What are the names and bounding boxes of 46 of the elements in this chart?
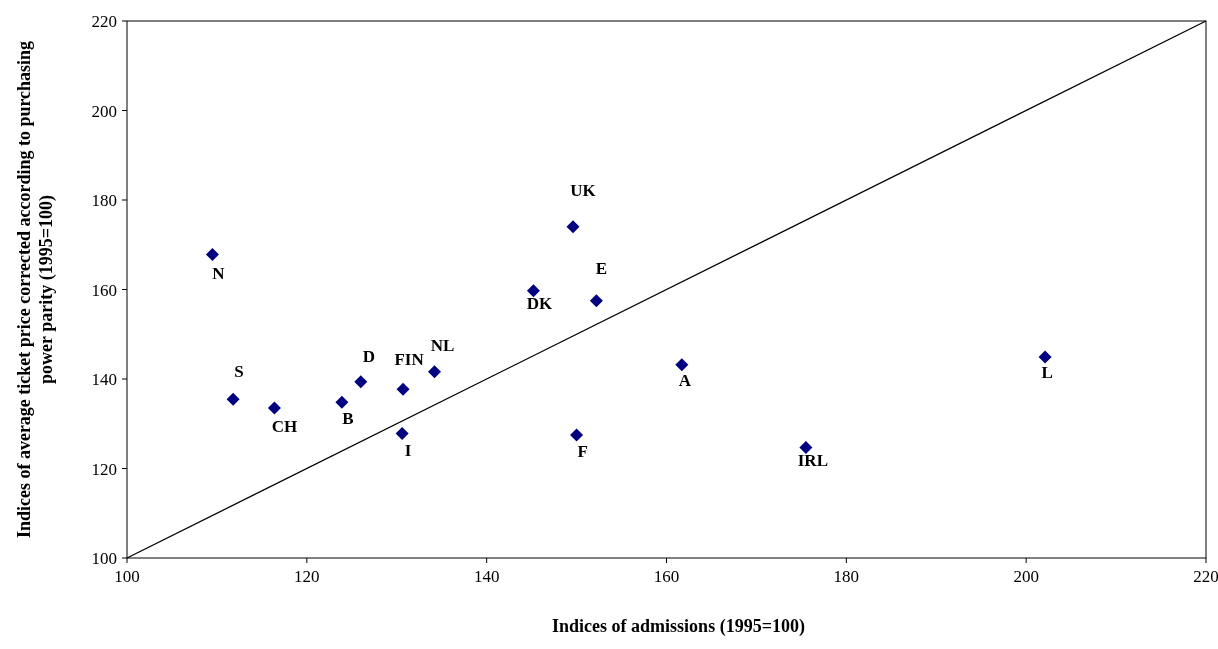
y-tick-label: 160 (91, 280, 117, 300)
point (799, 440, 813, 454)
point (395, 427, 409, 441)
y-tick-label: 220 (91, 12, 117, 31)
x-tick-label: 200 (1013, 567, 1039, 586)
point (526, 284, 540, 298)
annotation: A (678, 370, 692, 390)
annotation: UK (570, 180, 597, 200)
y-tick-label: 120 (91, 459, 117, 479)
y-tick-label: 140 (91, 370, 117, 389)
x-tick-label: 160 (653, 567, 680, 586)
point (354, 375, 368, 389)
point (566, 220, 580, 234)
annotation: I (404, 440, 412, 460)
point (267, 401, 281, 415)
y-axis-title: Indices of average ticket price corrected according to purchasing power parity (1995=100) (14, 40, 57, 539)
point (335, 395, 349, 409)
annotation: F (577, 441, 588, 461)
annotation: S (234, 362, 244, 382)
annotation: E (595, 258, 608, 278)
point (226, 392, 240, 406)
point (589, 294, 603, 308)
y-tick-label: 180 (91, 191, 117, 210)
annotation: D (362, 346, 375, 366)
point (205, 248, 219, 262)
point (396, 382, 410, 396)
x-tick-label: 140 (473, 567, 500, 586)
x-tick-label: 180 (833, 567, 860, 586)
annotation: NL (430, 335, 455, 355)
x-tick-label: 100 (114, 567, 140, 586)
annotation: CH (271, 417, 298, 437)
point (1038, 350, 1052, 364)
x-axis-title: Indices of admissions (1995=100) (552, 616, 805, 637)
annotation: L (1041, 363, 1053, 383)
point (428, 365, 442, 379)
annotation: IRL (797, 451, 828, 471)
annotation: DK (526, 293, 553, 313)
x-tick-label: 120 (294, 567, 320, 586)
point (570, 428, 584, 442)
annotation: B (342, 409, 354, 429)
y-tick-label: 200 (91, 101, 117, 121)
y-tick-label: 100 (91, 549, 117, 568)
x-tick-label: 220 (1193, 567, 1218, 586)
annotation: FIN (394, 350, 425, 370)
annotation: N (212, 263, 226, 283)
point (675, 358, 689, 372)
